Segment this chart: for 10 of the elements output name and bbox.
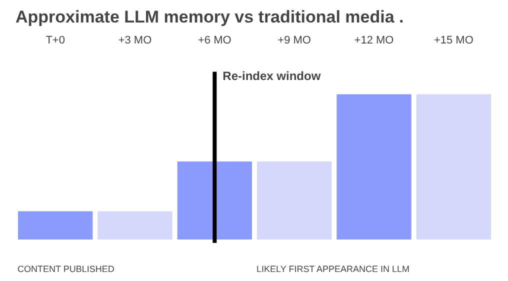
- text: CONTENT PUBLISHED: [18, 264, 115, 274]
- text: LIKELY FIRST APPEARANCE IN LLM: [256, 264, 410, 274]
- x-tick-label: +3 MO: [118, 34, 152, 46]
- ref-line-label: Re-index window: [222, 69, 322, 84]
- x-tick-label: T+0: [46, 34, 65, 46]
- x-tick-label: +9 MO: [278, 34, 312, 46]
- chart-title: Approximate LLM memory vs traditional media .: [16, 8, 404, 26]
- x-tick-label: +15 MO: [434, 34, 474, 46]
- x-tick-label: +12 MO: [354, 34, 394, 46]
- x-tick-label: +6 MO: [198, 34, 232, 46]
